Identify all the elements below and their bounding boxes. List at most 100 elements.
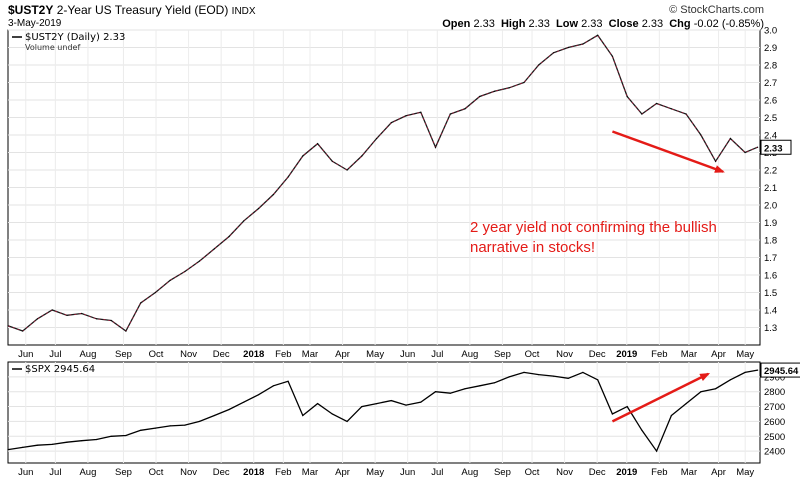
y-tick-label: 2800	[764, 387, 785, 398]
data-point	[140, 302, 142, 304]
data-point	[523, 81, 525, 84]
y-tick-label: 2.0	[764, 201, 777, 212]
last-value-label: 2.33	[764, 143, 783, 154]
data-point	[757, 146, 759, 148]
data-point	[420, 401, 422, 403]
data-point	[493, 90, 496, 92]
data-point	[213, 248, 215, 250]
data-point	[434, 391, 437, 393]
data-point	[51, 309, 53, 311]
data-point	[22, 446, 24, 448]
data-point	[449, 392, 451, 394]
data-point	[331, 160, 333, 162]
data-point	[272, 385, 274, 387]
data-point	[228, 235, 230, 238]
data-point	[744, 151, 746, 154]
data-point	[184, 270, 186, 273]
ust2y-series-highlight	[7, 34, 758, 332]
x-tick-label: Sep	[115, 349, 132, 360]
data-point	[22, 330, 24, 332]
data-point	[81, 312, 83, 315]
data-point	[317, 403, 319, 405]
y-tick-label: 1.4	[764, 306, 777, 317]
data-point	[611, 55, 614, 57]
y-tick-label: 1.3	[764, 323, 777, 334]
x-tick-label: Apr	[335, 467, 350, 478]
data-point	[464, 388, 466, 390]
data-point	[361, 406, 363, 408]
legend-label: $SPX 2945.64	[25, 364, 95, 375]
data-point	[420, 111, 422, 113]
x-tick-label: Mar	[302, 467, 318, 478]
y-tick-label: 2.7	[764, 78, 777, 89]
x-tick-label: Dec	[213, 349, 230, 360]
data-point	[7, 449, 9, 451]
data-point	[184, 424, 186, 426]
data-point	[700, 391, 702, 393]
x-tick-label: Jul	[431, 349, 443, 360]
y-tick-label: 2.2	[764, 166, 777, 177]
data-point	[597, 379, 599, 381]
data-point	[317, 143, 319, 145]
data-point	[199, 420, 201, 422]
data-point	[567, 377, 569, 379]
data-point	[405, 404, 407, 406]
y-tick-label: 2.6	[764, 96, 777, 107]
data-point	[552, 375, 555, 377]
x-tick-label: Oct	[525, 467, 540, 478]
x-tick-label: Feb	[651, 349, 667, 360]
annotation-arrow	[611, 130, 725, 173]
volume-label: Volume undef	[25, 43, 80, 52]
data-point	[582, 371, 584, 373]
data-point	[346, 169, 348, 171]
data-point	[611, 413, 614, 415]
x-tick-label: Apr	[711, 467, 726, 478]
y-tick-label: 1.9	[764, 218, 777, 229]
data-point	[493, 382, 496, 384]
data-point	[66, 314, 68, 316]
data-point	[346, 420, 348, 422]
data-point	[685, 403, 687, 405]
y-tick-label: 3.0	[764, 26, 777, 37]
x-tick-label: Aug	[79, 467, 96, 478]
x-tick-label: Jun	[18, 349, 33, 360]
data-point	[641, 429, 643, 431]
x-tick-label: Apr	[711, 349, 726, 360]
data-point	[199, 260, 201, 262]
x-tick-label: Feb	[651, 467, 667, 478]
data-point	[213, 414, 215, 417]
y-tick-label: 2400	[764, 447, 785, 458]
x-tick-label: Feb	[275, 349, 291, 360]
y-tick-label: 2700	[764, 402, 785, 413]
data-point	[81, 440, 83, 442]
data-point	[95, 318, 98, 320]
annotation-text: 2 year yield not confirming the bullish	[470, 219, 717, 236]
data-point	[744, 371, 746, 373]
data-point	[552, 52, 555, 54]
y-tick-label: 1.7	[764, 253, 777, 264]
data-point	[287, 380, 289, 382]
y-tick-label: 2.8	[764, 61, 777, 72]
x-tick-label: Mar	[302, 349, 318, 360]
x-tick-label: Aug	[79, 349, 96, 360]
data-point	[464, 108, 466, 110]
data-point	[36, 318, 39, 320]
data-point	[36, 444, 39, 446]
data-point	[140, 429, 142, 431]
legend-label: $UST2Y (Daily) 2.33	[25, 32, 125, 43]
data-point	[641, 113, 643, 115]
data-point	[51, 443, 53, 445]
y-tick-label: 2600	[764, 417, 785, 428]
x-tick-label: 2018	[243, 349, 264, 360]
data-point	[538, 64, 540, 66]
y-tick-label: 2.1	[764, 183, 777, 194]
chart-date: 3-May-2019	[8, 18, 62, 29]
last-value-box	[760, 362, 800, 378]
data-point	[626, 406, 628, 408]
x-tick-label: May	[736, 349, 754, 360]
x-tick-label: Dec	[589, 467, 606, 478]
x-tick-label: Aug	[461, 467, 478, 478]
data-point	[582, 43, 584, 45]
x-tick-label: May	[736, 467, 754, 478]
x-tick-label: Feb	[275, 467, 291, 478]
